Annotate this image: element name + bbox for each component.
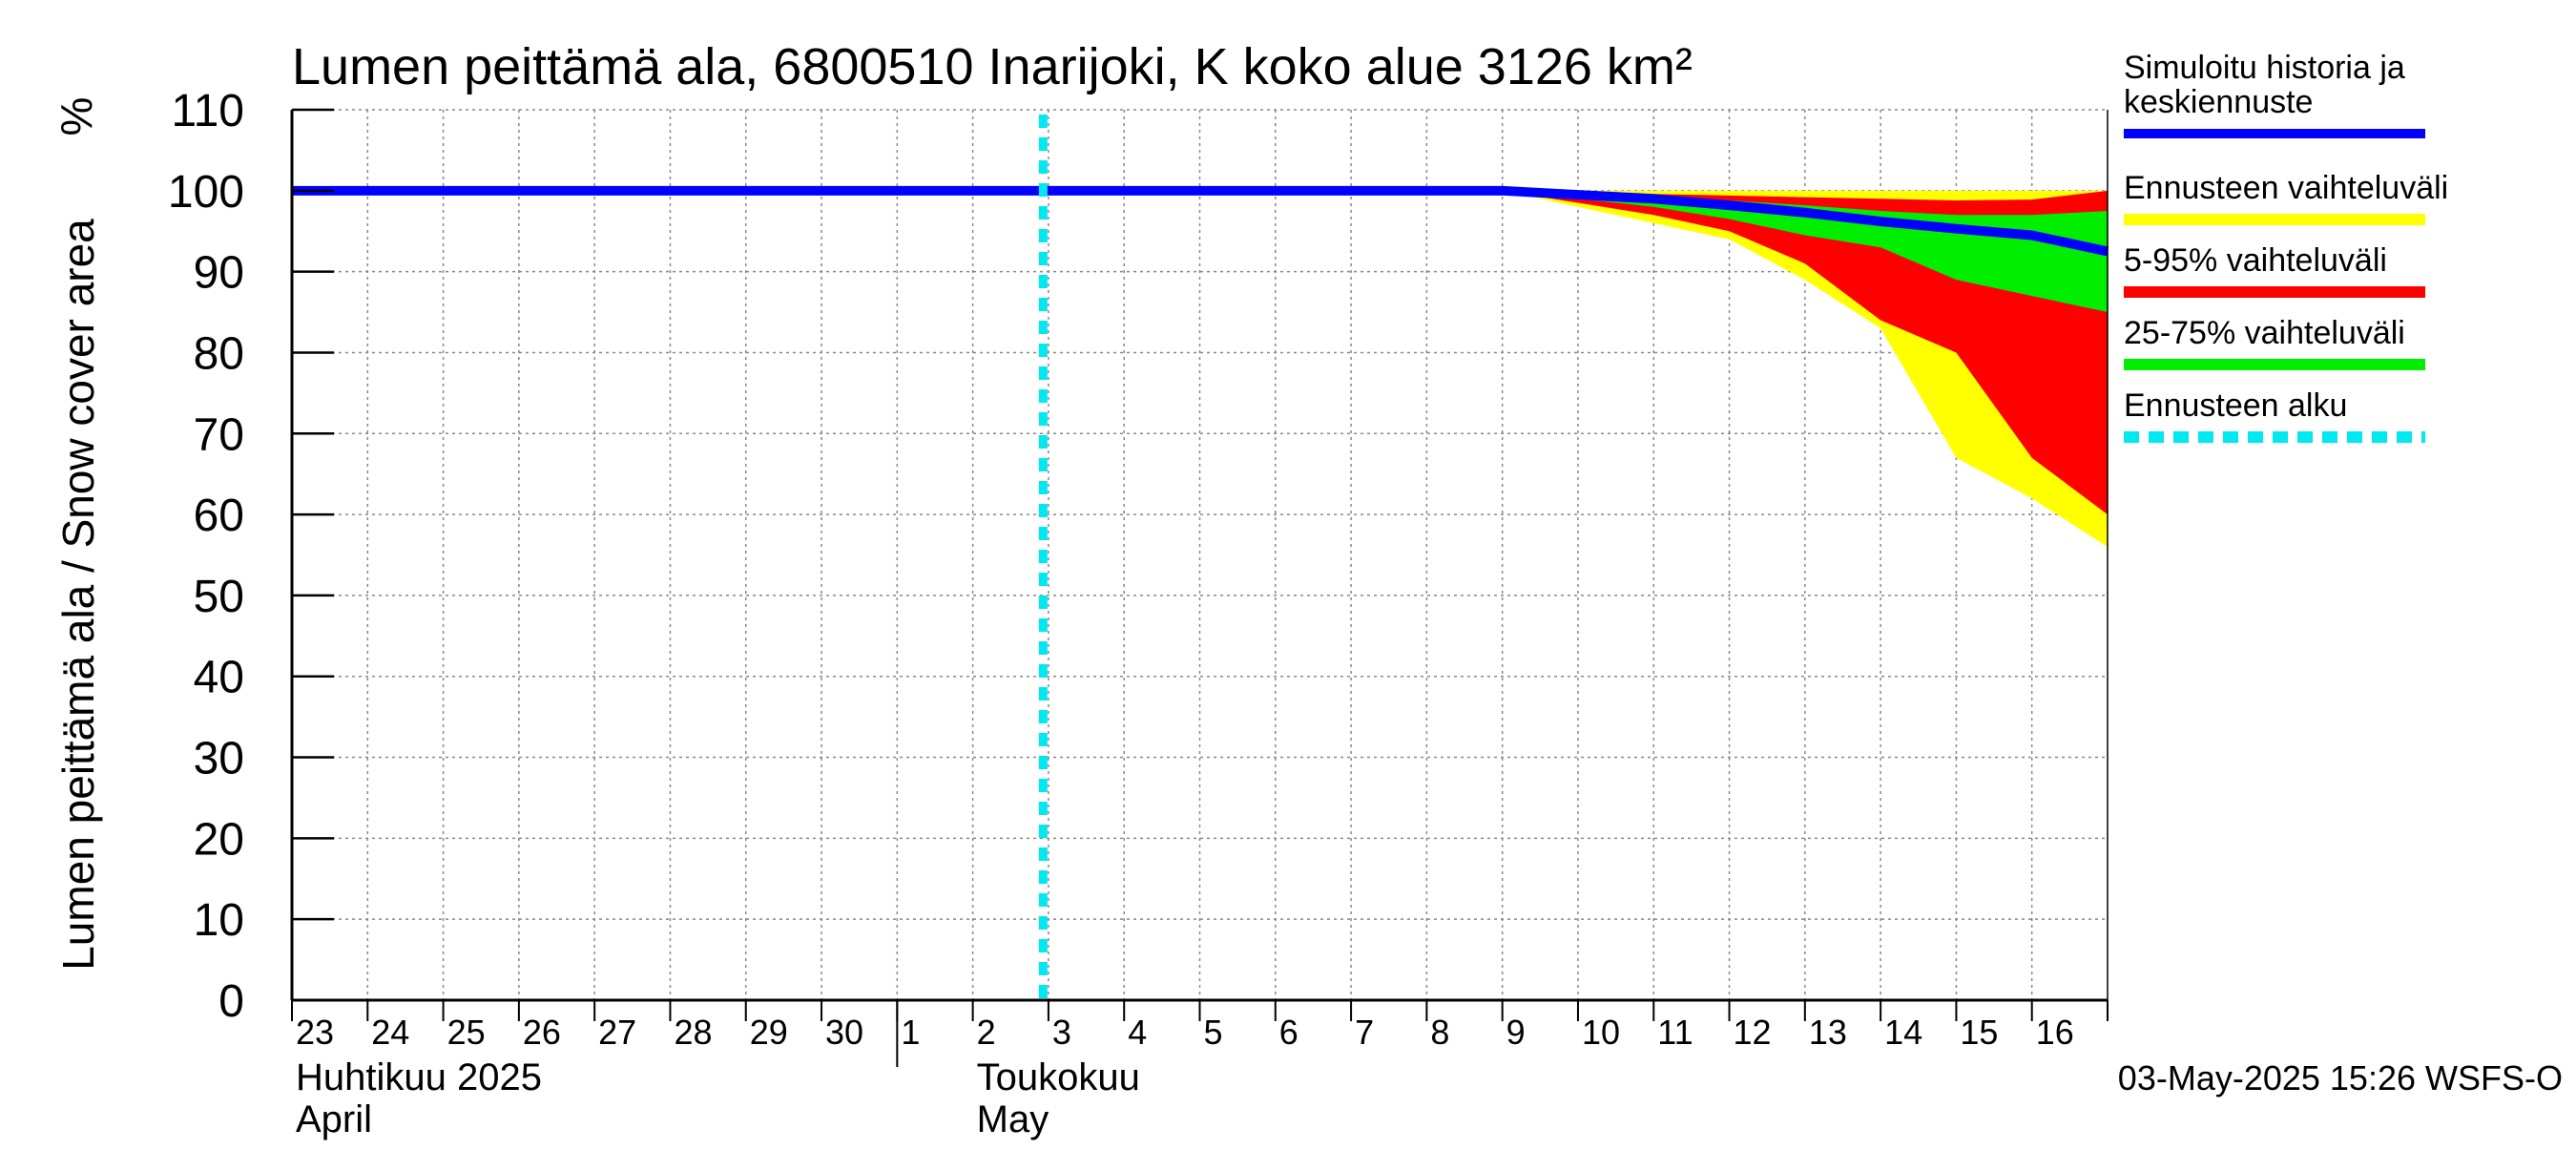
x-tick-label: 26: [523, 1013, 561, 1052]
x-tick-label: 24: [371, 1013, 409, 1052]
x-tick-label: 30: [825, 1013, 863, 1052]
x-tick-label: 27: [598, 1013, 636, 1052]
y-axis-unit: %: [52, 97, 101, 136]
y-axis-label: Lumen peittämä ala / Snow cover area: [53, 219, 103, 971]
x-tick-label: 10: [1582, 1013, 1620, 1052]
y-tick-label: 30: [194, 734, 244, 784]
y-tick-label: 110: [171, 86, 244, 136]
x-tick-label: 11: [1657, 1013, 1693, 1052]
legend-label: 5-95% vaihteluväli: [2124, 242, 2387, 279]
y-tick-label: 20: [194, 814, 244, 865]
x-tick-label: 7: [1355, 1013, 1374, 1052]
x-tick-label: 5: [1204, 1013, 1223, 1052]
month-label-en: April: [296, 1098, 372, 1140]
y-tick-label: 60: [194, 491, 244, 541]
x-tick-label: 4: [1128, 1013, 1147, 1052]
series-lines: [292, 115, 2109, 1000]
legend-label: Ennusteen vaihteluväli: [2124, 170, 2448, 206]
y-tick-label: 50: [194, 572, 244, 622]
y-tick-label: 100: [168, 167, 244, 218]
y-tick-label: 10: [194, 895, 244, 946]
x-tick-label: 16: [2036, 1013, 2074, 1052]
month-label: Toukokuu: [977, 1056, 1140, 1098]
x-tick-label: 15: [1960, 1013, 1998, 1052]
x-tick-label: 13: [1809, 1013, 1847, 1052]
x-tick-label: 8: [1430, 1013, 1449, 1052]
y-tick-label: 80: [194, 328, 244, 379]
x-tick-label: 6: [1279, 1013, 1298, 1052]
y-tick-label: 70: [194, 409, 244, 460]
x-tick-label: 2: [977, 1013, 996, 1052]
median-line: [292, 185, 2109, 257]
month-label-en: May: [977, 1098, 1049, 1140]
x-tick-label: 12: [1734, 1013, 1772, 1052]
x-tick-label: 23: [296, 1013, 334, 1052]
y-tick-label: 40: [194, 653, 244, 703]
month-label: Huhtikuu 2025: [296, 1056, 542, 1098]
x-tick-label: 14: [1884, 1013, 1922, 1052]
x-tick-label: 3: [1052, 1013, 1071, 1052]
legend-label: Ennusteen alku: [2124, 387, 2347, 424]
y-tick-label: 90: [194, 248, 244, 299]
timestamp-footer: 03-May-2025 15:26 WSFS-O: [2118, 1058, 2563, 1098]
x-tick-label: 1: [901, 1013, 920, 1052]
y-tick-label: 0: [218, 976, 244, 1027]
legend-label: keskiennuste: [2124, 84, 2313, 120]
legend-label: 25-75% vaihteluväli: [2124, 315, 2405, 351]
chart-title: Lumen peittämä ala, 6800510 Inarijoki, K…: [292, 38, 1693, 95]
legend-label: Simuloitu historia ja: [2124, 50, 2405, 86]
x-tick-label: 28: [674, 1013, 712, 1052]
x-tick-label: 29: [750, 1013, 788, 1052]
x-tick-label: 9: [1506, 1013, 1526, 1052]
x-tick-label: 25: [447, 1013, 486, 1052]
